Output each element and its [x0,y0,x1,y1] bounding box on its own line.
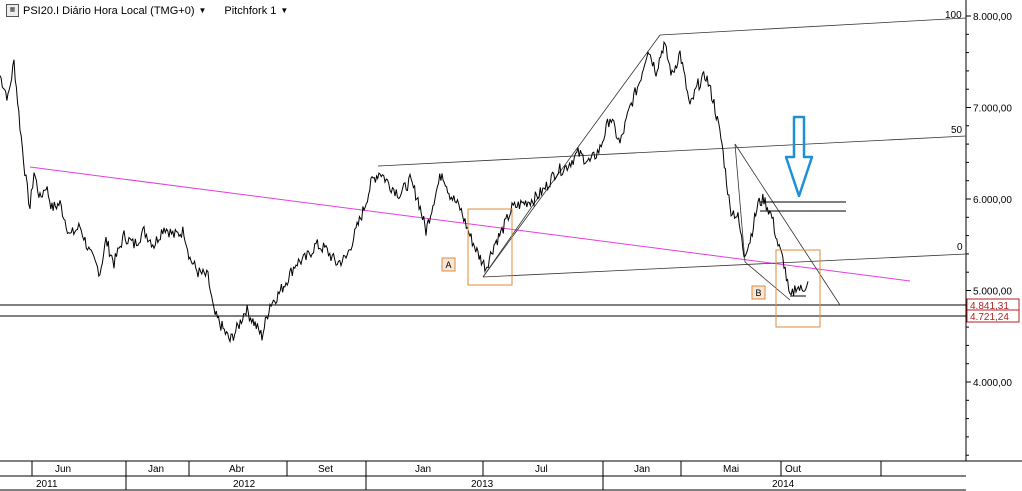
pitchfork-handle [482,34,661,278]
down-arrow-icon [784,115,814,198]
y-tick-label: 7.000,00 [973,104,1012,115]
x-tick-label: Mai [723,464,739,475]
symbol-dropdown-icon[interactable]: ▼ [198,6,207,15]
y-tick-label: 4.000,00 [973,378,1012,389]
study-label[interactable]: Pitchfork 1 [224,4,277,17]
pitchfork-label-50: 50 [951,125,963,136]
fork-line-down-3 [734,143,746,263]
fork-line-down-1 [734,143,841,306]
price-series-line [0,40,809,344]
price-tag-label: 4.721,24 [970,312,1009,323]
highlight-box-b [775,249,821,328]
year-label: 2014 [772,479,795,490]
pitchfork-line-50 [377,135,967,167]
highlight-box-a [467,208,513,286]
year-label: 2013 [471,479,494,490]
price-tag-label: 4.841,31 [970,301,1009,312]
fork-line-down-2 [744,261,791,301]
y-tick-label: 5.000,00 [973,287,1012,298]
symbol-label[interactable]: PSI20.I Diário Hora Local (TMG+0) [23,4,195,17]
pitchfork-line-0 [482,253,967,278]
study-dropdown-icon[interactable]: ▼ [280,6,289,15]
chart-menu-icon[interactable]: ▦ [6,4,19,17]
x-tick-label: Jan [148,464,164,475]
x-tick-label: Abr [229,464,245,475]
year-label: 2012 [233,479,256,490]
annotation-b: B [756,288,762,298]
x-tick-label: Out [785,464,801,475]
y-tick-label: 6.000,00 [973,195,1012,206]
pitchfork-label-100: 100 [945,10,962,21]
x-tick-label: Jan [415,464,431,475]
pitchfork-label-0: 0 [957,242,963,253]
x-tick-label: Jul [535,464,548,475]
magenta-trend-line [29,166,911,282]
y-tick-label: 8.000,00 [973,12,1012,23]
annotation-b-box [751,285,766,300]
x-tick-label: Set [318,464,333,475]
x-tick-label: Jan [634,464,650,475]
price-tag-box [966,309,1020,323]
annotation-a: A [446,260,452,270]
year-label: 2011 [36,479,58,490]
chart-header: ▦ PSI20.I Diário Hora Local (TMG+0) ▼ Pi… [6,4,302,17]
annotation-a-box [441,257,456,272]
pitchfork-line-100 [659,17,967,36]
x-tick-label: Jun [55,464,71,475]
